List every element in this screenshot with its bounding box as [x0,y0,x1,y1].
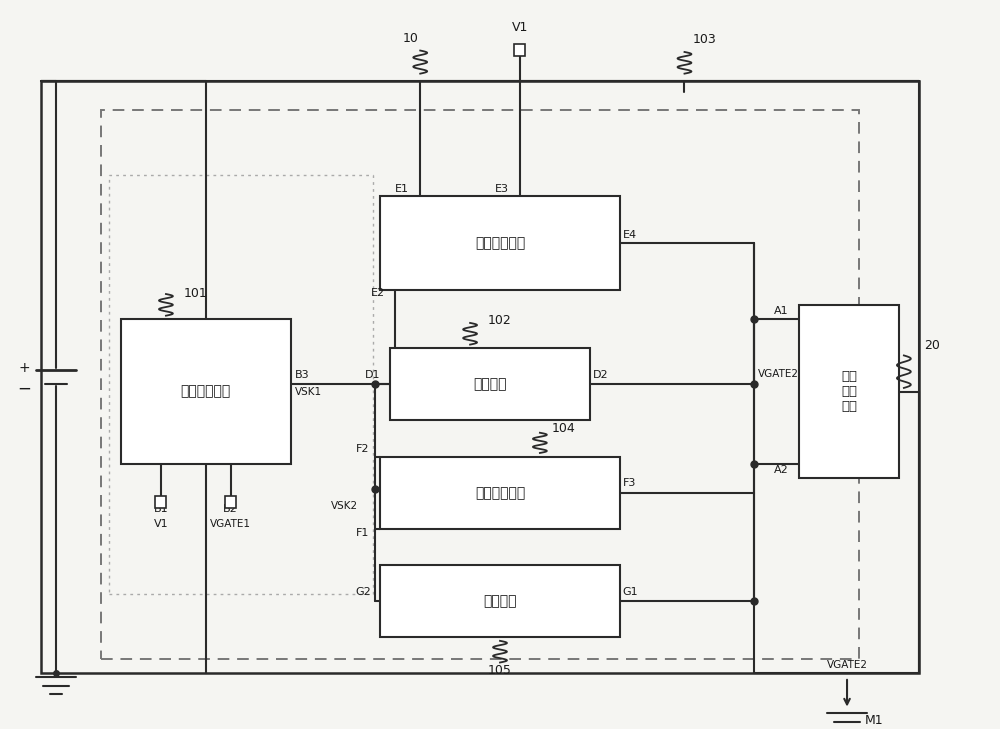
Bar [380,565,620,637]
Text: M1: M1 [865,714,884,727]
Text: A2: A2 [774,464,789,475]
Text: 逻辑电路: 逻辑电路 [483,594,517,608]
Bar [380,456,620,529]
Text: E2: E2 [371,288,385,297]
Text: 第一输出电路: 第一输出电路 [181,385,231,399]
Text: VGATE1: VGATE1 [210,519,251,529]
Bar [121,319,291,464]
Bar [155,496,166,508]
Text: B2: B2 [223,504,238,515]
Text: +: + [19,362,30,375]
Text: VGATE2: VGATE2 [827,660,868,670]
Text: A1: A1 [774,305,789,316]
Text: G1: G1 [623,588,638,598]
Text: 104: 104 [552,422,576,435]
Text: B3: B3 [295,370,309,380]
Text: F2: F2 [355,445,369,454]
Bar [41,81,919,674]
Bar [101,110,859,659]
Text: 20: 20 [924,339,940,352]
Bar [799,305,899,478]
Text: 第二输出电路: 第二输出电路 [475,236,525,251]
Bar [390,348,590,421]
Text: F3: F3 [623,478,636,488]
Text: 第三输出电路: 第三输出电路 [475,486,525,499]
Text: B1: B1 [154,504,168,515]
Text: −: − [17,380,31,397]
Text: V1: V1 [154,519,168,529]
Text: E1: E1 [395,184,409,195]
Text: VSK1: VSK1 [295,387,322,397]
Bar [225,496,236,508]
Text: 102: 102 [488,313,512,327]
Text: F1: F1 [355,528,369,537]
Text: 缓冲电路: 缓冲电路 [473,378,507,391]
Text: D1: D1 [364,370,380,380]
Text: E3: E3 [495,184,509,195]
Text: 105: 105 [488,664,512,677]
Text: D2: D2 [593,370,608,380]
Bar [380,197,620,290]
Text: 103: 103 [692,34,716,46]
Text: 状态
切换
电路: 状态 切换 电路 [841,370,857,413]
Text: E4: E4 [623,230,637,240]
Text: VSK2: VSK2 [330,501,358,511]
Text: 101: 101 [184,286,208,300]
Text: V1: V1 [512,21,528,34]
Bar [514,44,525,55]
Text: 10: 10 [402,32,418,44]
Bar [109,175,373,594]
Text: VGATE2: VGATE2 [758,369,799,378]
Text: G2: G2 [355,588,371,598]
